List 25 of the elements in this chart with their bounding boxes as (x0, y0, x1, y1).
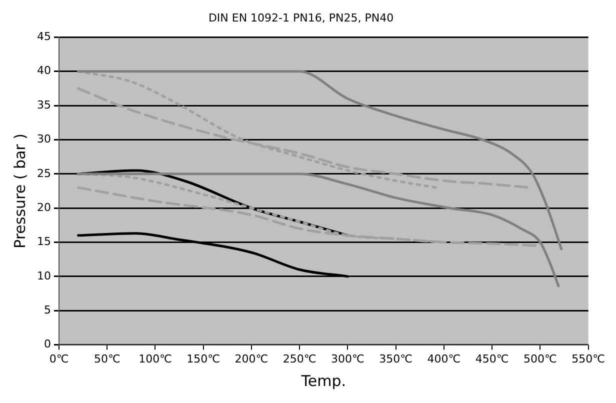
x-tick-label: 100℃ (138, 352, 172, 366)
y-tick-label: 10 (36, 269, 51, 282)
chart-title: DIN EN 1092-1 PN16, PN25, PN40 (208, 11, 394, 24)
y-tick-label: 25 (36, 166, 51, 180)
y-tick-label: 40 (36, 64, 51, 78)
y-tick-label: 30 (36, 132, 51, 146)
x-tick-label: 400℃ (427, 352, 461, 366)
y-tick-label: 0 (44, 338, 51, 351)
y-tick-label: 35 (36, 98, 51, 112)
x-tick-label: 0℃ (49, 352, 69, 366)
y-tick-label: 20 (36, 200, 51, 214)
x-tick-label: 550℃ (572, 352, 606, 366)
x-tick-label: 50℃ (94, 352, 120, 366)
x-tick-label: 300℃ (331, 352, 364, 366)
x-tick-label: 450℃ (475, 352, 509, 366)
x-tick-label: 250℃ (282, 352, 316, 366)
x-tick-label: 150℃ (186, 352, 220, 366)
x-axis-title: Temp. (300, 372, 346, 390)
y-tick-label: 15 (36, 235, 51, 248)
x-tick-label: 350℃ (379, 352, 413, 366)
y-tick-label: 5 (44, 303, 51, 316)
x-tick-label: 500℃ (524, 352, 557, 366)
y-axis-title: Pressure ( bar ) (10, 134, 29, 248)
x-tick-label: 200℃ (234, 352, 268, 366)
y-tick-label: 45 (36, 30, 51, 44)
